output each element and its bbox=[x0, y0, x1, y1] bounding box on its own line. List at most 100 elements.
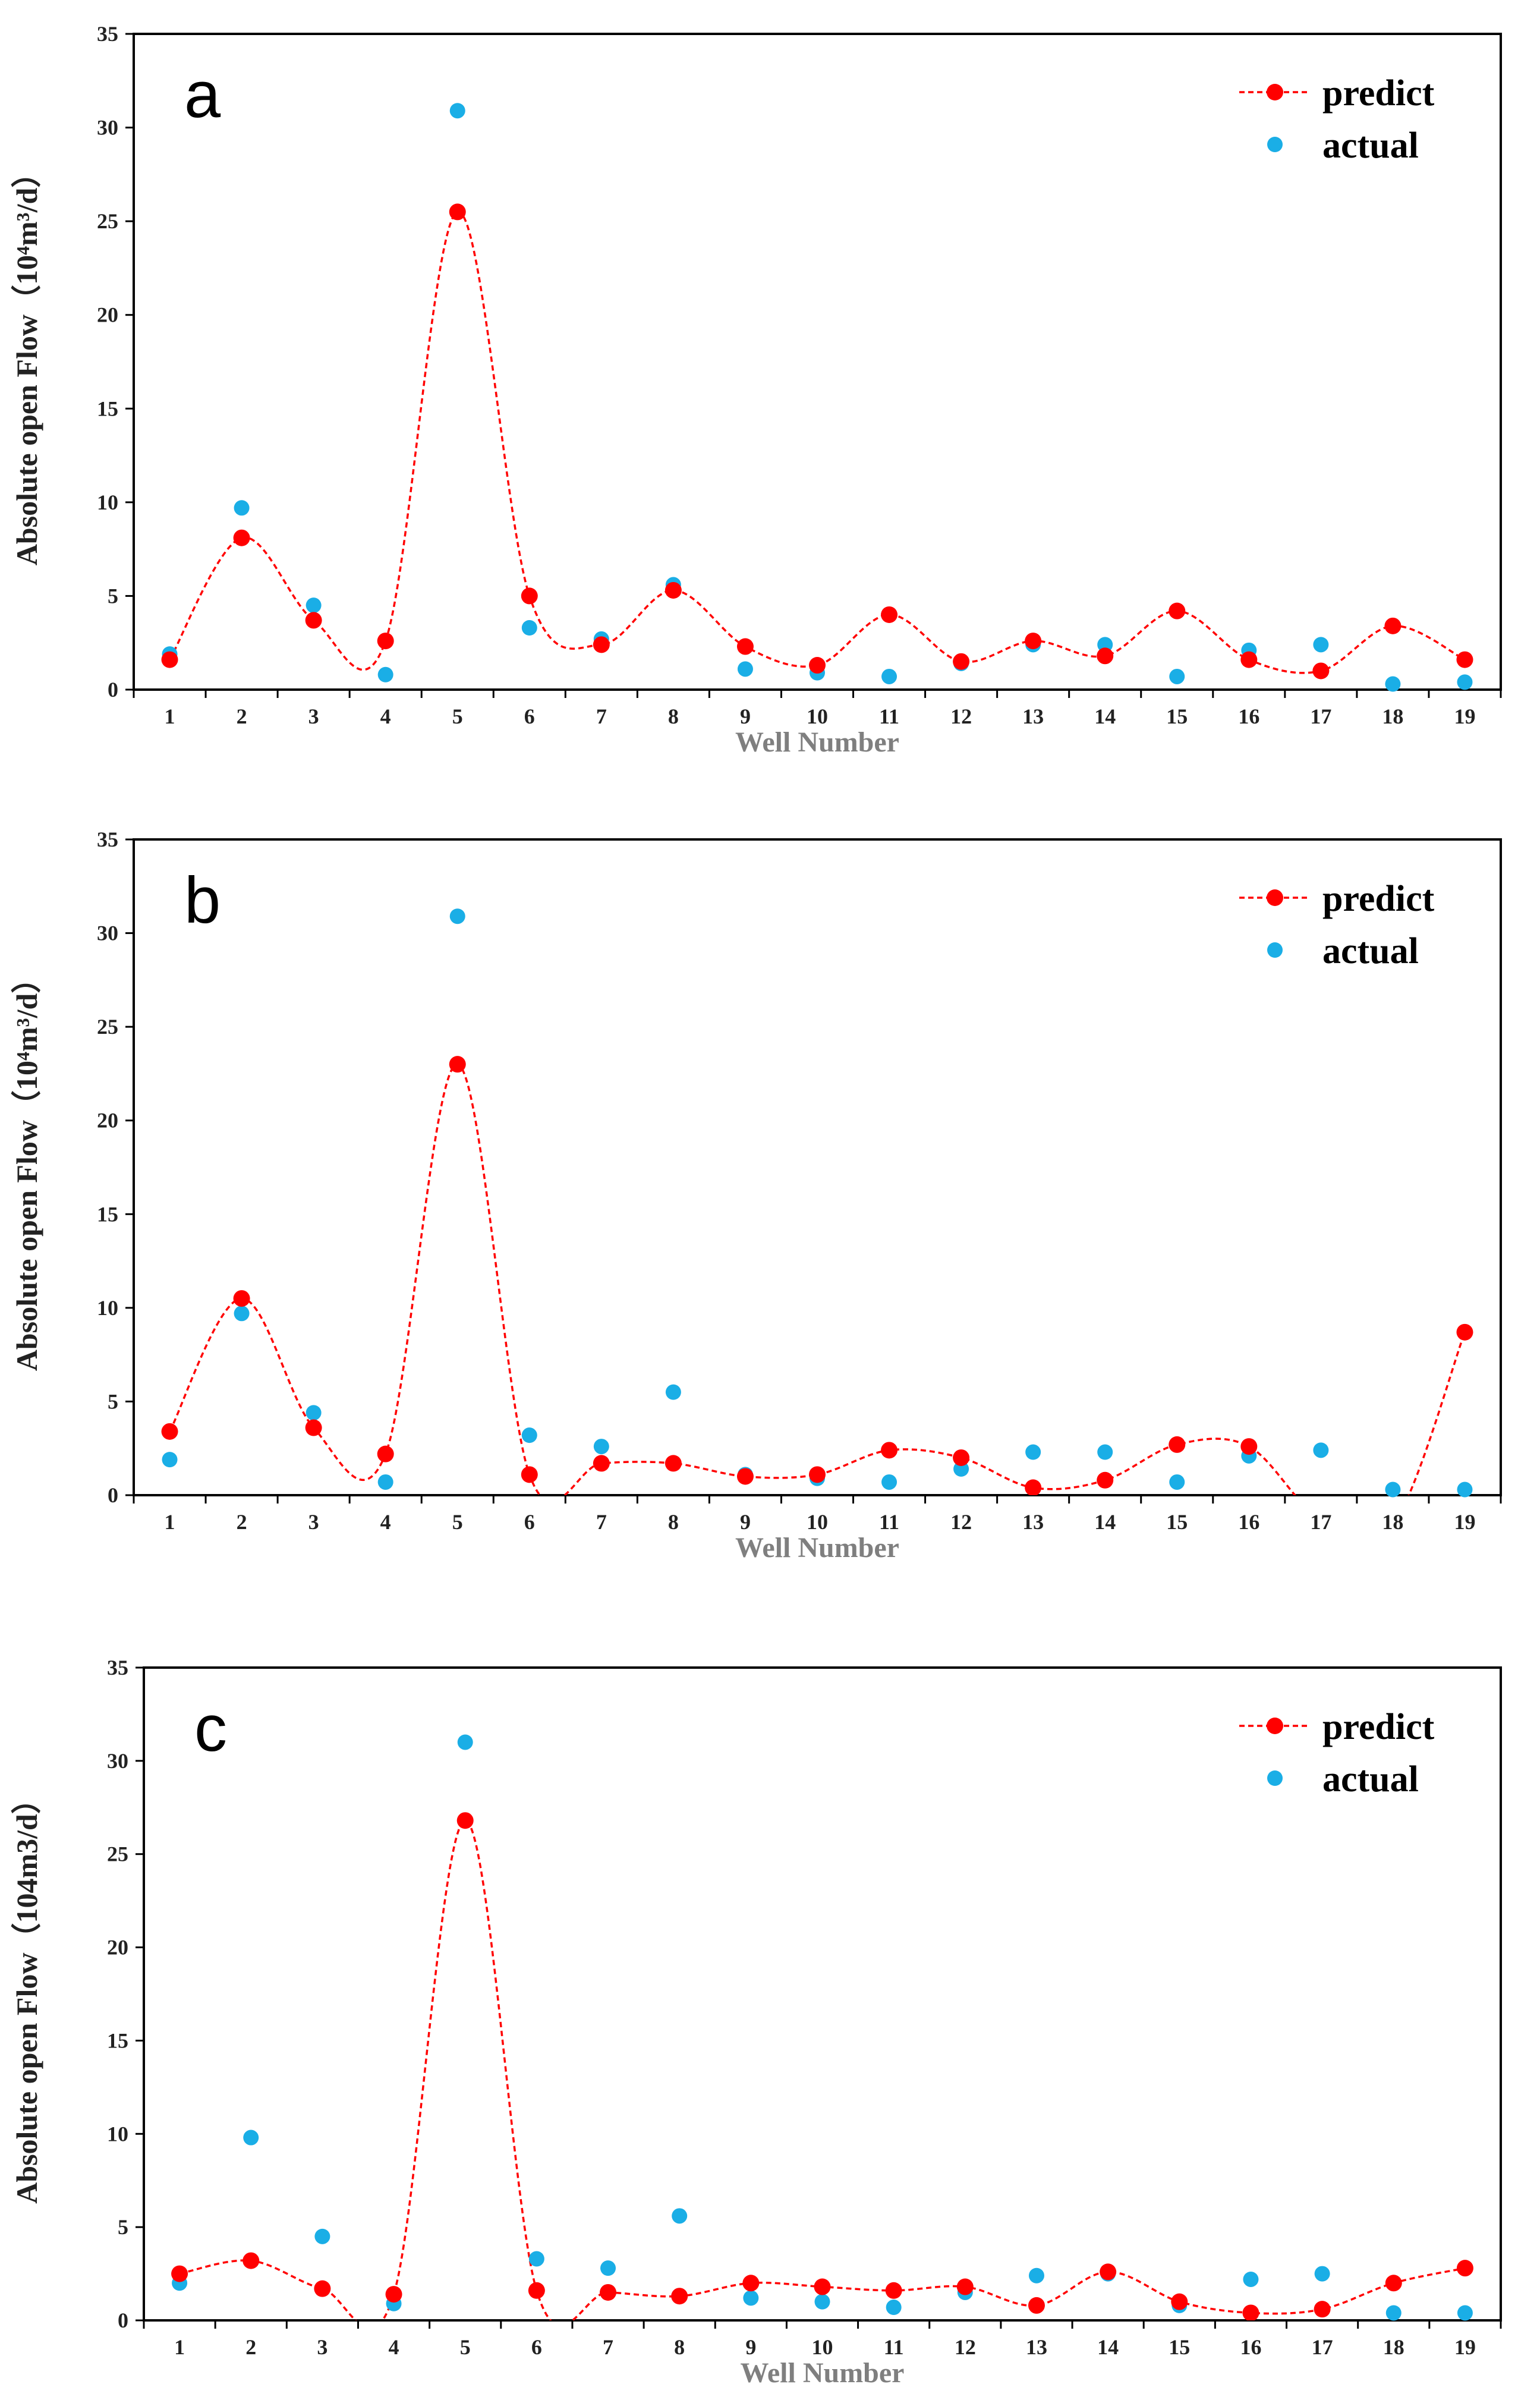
x-tick-label: 6 bbox=[524, 704, 535, 728]
predict-point bbox=[1384, 617, 1402, 634]
actual-point bbox=[1457, 2305, 1473, 2321]
y-axis-label: Absolute open Flow（10⁴m³/d） bbox=[10, 964, 43, 1372]
chart-panel-a: Absolute open Flow（10⁴m³/d） Well Number … bbox=[10, 22, 1502, 758]
predict-point bbox=[593, 636, 610, 653]
x-tick-label: 11 bbox=[879, 704, 899, 728]
y-tick-label: 30 bbox=[107, 1749, 128, 1773]
actual-point bbox=[1169, 668, 1185, 684]
y-tick-label: 5 bbox=[108, 584, 118, 608]
legend-actual-marker bbox=[1267, 1770, 1283, 1786]
predict-point bbox=[1456, 651, 1473, 668]
predict-point bbox=[881, 1442, 898, 1459]
predict-point bbox=[521, 587, 538, 605]
x-tick-label: 16 bbox=[1238, 704, 1259, 728]
y-tick-label: 10 bbox=[97, 490, 118, 514]
legend-actual-marker bbox=[1267, 942, 1283, 958]
y-tick-label: 35 bbox=[97, 828, 118, 851]
predict-point bbox=[377, 1445, 394, 1462]
actual-point bbox=[314, 2228, 330, 2244]
actual-point bbox=[377, 1474, 393, 1490]
predict-point bbox=[1025, 633, 1042, 650]
predict-point bbox=[171, 2265, 188, 2282]
predict-point bbox=[814, 2278, 831, 2295]
x-tick-label: 8 bbox=[674, 2335, 685, 2359]
actual-point bbox=[1097, 637, 1113, 653]
actual-point bbox=[521, 1427, 537, 1443]
actual-point bbox=[1385, 676, 1401, 692]
predict-point bbox=[456, 1812, 474, 1829]
predict-point bbox=[305, 612, 322, 629]
predict-point bbox=[377, 633, 394, 650]
actual-point bbox=[528, 2251, 544, 2267]
legend-predict-label: predict bbox=[1322, 1707, 1435, 1747]
x-tick-label: 4 bbox=[380, 1510, 391, 1534]
actual-point bbox=[593, 1439, 609, 1455]
x-tick-label: 1 bbox=[174, 2335, 185, 2359]
plot-frame bbox=[133, 33, 1502, 691]
predict-point bbox=[521, 1466, 538, 1483]
x-tick-label: 17 bbox=[1312, 2335, 1333, 2359]
x-tick-label: 19 bbox=[1454, 1510, 1475, 1534]
x-axis-label: Well Number bbox=[735, 726, 899, 758]
legend-actual-marker bbox=[1267, 137, 1283, 152]
predict-point bbox=[671, 2288, 688, 2305]
x-tick-label: 17 bbox=[1310, 704, 1331, 728]
predict-point bbox=[953, 1449, 970, 1466]
legend-predict-marker bbox=[1267, 1718, 1283, 1734]
x-axis-label: Well Number bbox=[741, 2357, 905, 2389]
x-tick-label: 5 bbox=[452, 704, 463, 728]
actual-point bbox=[1313, 637, 1329, 653]
actual-point bbox=[162, 1452, 178, 1468]
y-tick-label: 10 bbox=[97, 1296, 118, 1320]
legend-predict-label: predict bbox=[1322, 73, 1435, 114]
x-tick-label: 7 bbox=[596, 1510, 607, 1534]
actual-point bbox=[377, 666, 393, 682]
actual-point bbox=[243, 2130, 259, 2146]
predict-point bbox=[1385, 2275, 1402, 2292]
x-tick-label: 12 bbox=[955, 2335, 976, 2359]
predict-point bbox=[1171, 2293, 1188, 2310]
x-tick-label: 13 bbox=[1022, 704, 1044, 728]
predict-point bbox=[809, 1466, 826, 1483]
y-tick-label: 30 bbox=[97, 116, 118, 140]
x-tick-label: 4 bbox=[380, 704, 391, 728]
actual-point bbox=[1314, 2266, 1330, 2282]
predict-point bbox=[1169, 1436, 1186, 1453]
legend-actual-label: actual bbox=[1322, 931, 1419, 971]
predict-point bbox=[736, 1468, 754, 1485]
actual-point bbox=[886, 2300, 902, 2316]
actual-point bbox=[881, 668, 897, 684]
actual-point bbox=[457, 1734, 473, 1750]
x-tick-label: 19 bbox=[1454, 2335, 1476, 2359]
predict-point bbox=[233, 529, 250, 546]
x-tick-label: 9 bbox=[740, 704, 751, 728]
x-tick-label: 1 bbox=[165, 704, 175, 728]
x-tick-label: 8 bbox=[668, 704, 679, 728]
y-tick-label: 15 bbox=[107, 2028, 128, 2052]
legend-actual-label: actual bbox=[1322, 125, 1419, 166]
x-tick-label: 6 bbox=[531, 2335, 542, 2359]
x-tick-label: 3 bbox=[308, 1510, 319, 1534]
actual-point bbox=[1097, 1444, 1113, 1460]
x-tick-label: 15 bbox=[1169, 2335, 1190, 2359]
plot-frame bbox=[133, 838, 1502, 1496]
predict-point bbox=[385, 2286, 402, 2303]
actual-point bbox=[234, 500, 250, 516]
x-tick-label: 17 bbox=[1310, 1510, 1331, 1534]
predict-point bbox=[1240, 1438, 1258, 1455]
y-axis-label: Absolute open Flow（10⁴m³/d） bbox=[10, 158, 43, 566]
y-tick-label: 25 bbox=[97, 1015, 118, 1039]
y-tick-label: 15 bbox=[97, 1202, 118, 1226]
x-tick-label: 9 bbox=[745, 2335, 756, 2359]
x-tick-label: 13 bbox=[1022, 1510, 1044, 1534]
x-tick-label: 16 bbox=[1240, 2335, 1261, 2359]
actual-point bbox=[672, 2208, 688, 2224]
y-tick-label: 10 bbox=[107, 2122, 128, 2146]
x-tick-label: 12 bbox=[950, 1510, 972, 1534]
actual-point bbox=[1243, 2271, 1259, 2287]
x-tick-label: 18 bbox=[1382, 704, 1403, 728]
predict-point bbox=[1314, 2301, 1331, 2318]
x-tick-label: 7 bbox=[596, 704, 607, 728]
predict-point bbox=[1100, 2263, 1117, 2281]
actual-point bbox=[1025, 1444, 1041, 1460]
